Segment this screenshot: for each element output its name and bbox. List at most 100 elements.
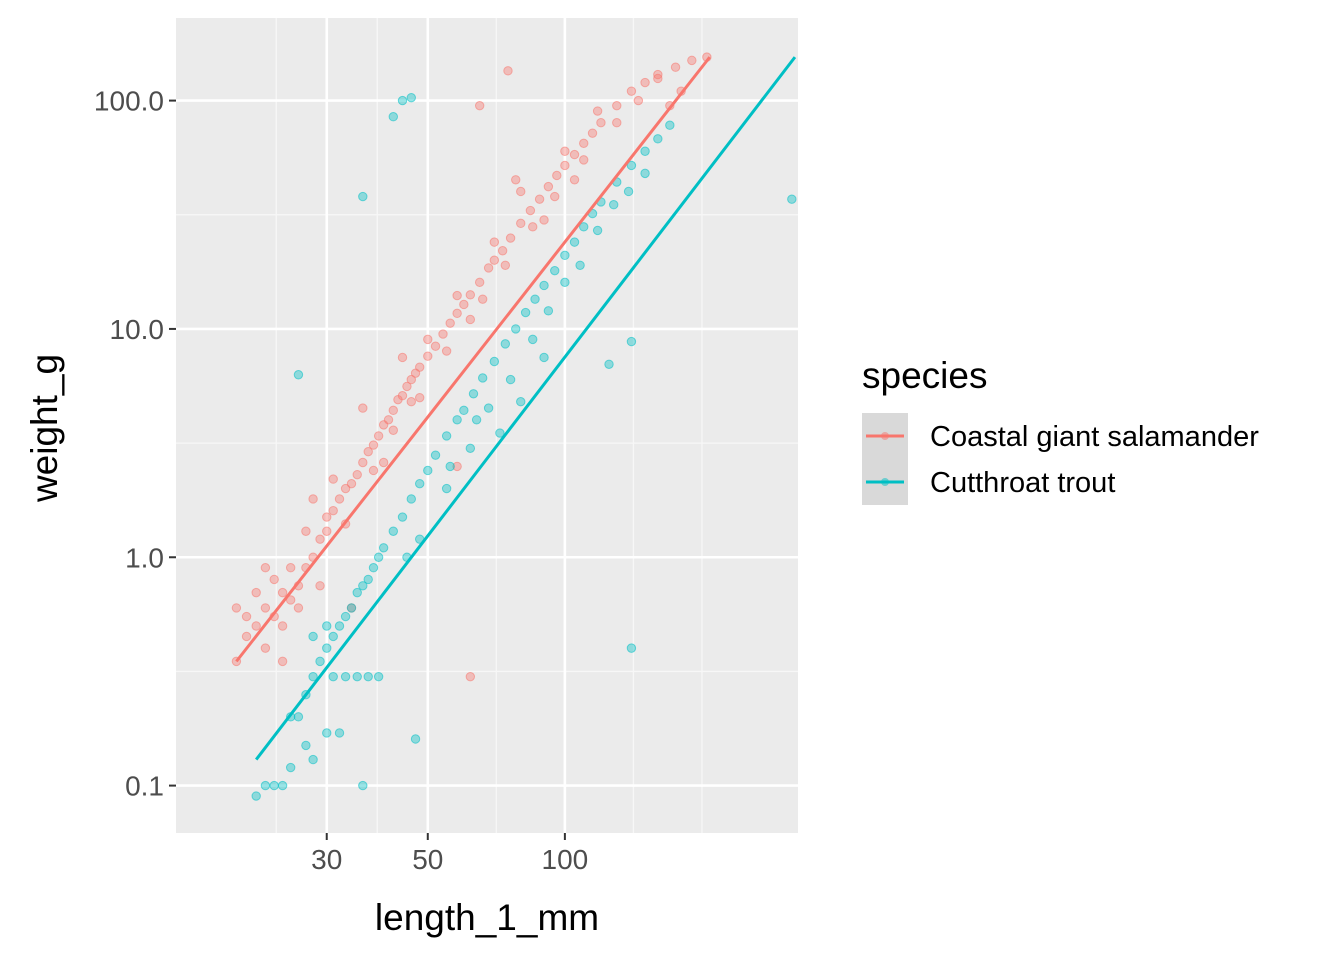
data-point [653, 73, 663, 84]
data-point [474, 100, 485, 111]
data-point [352, 469, 362, 480]
data-point [459, 405, 469, 416]
data-point [438, 329, 448, 339]
data-point [471, 415, 482, 425]
data-point [465, 443, 476, 454]
data-point [539, 215, 549, 225]
data-point [687, 55, 697, 66]
data-point [423, 351, 433, 361]
data-point [415, 478, 425, 489]
data-point [406, 397, 416, 407]
data-point [516, 186, 526, 197]
data-point [445, 461, 455, 472]
data-point [465, 290, 476, 300]
data-point [626, 336, 637, 347]
major-gridlines [176, 18, 798, 833]
data-point [293, 603, 304, 613]
data-point [640, 168, 650, 179]
data-point [441, 431, 452, 441]
data-point [534, 194, 545, 204]
data-point [569, 175, 580, 185]
data-point [539, 280, 549, 291]
data-point [587, 128, 598, 138]
axis-tick-labels: 30 50 100 0.1 1.0 10.0 100.0 [94, 86, 588, 875]
data-point [402, 381, 412, 392]
data-point [465, 314, 476, 325]
data-point [528, 222, 538, 232]
data-point [477, 294, 488, 304]
data-point [260, 643, 271, 653]
data-point [525, 205, 536, 216]
data-point [277, 780, 288, 791]
data-point [423, 465, 433, 476]
data-point [388, 405, 398, 416]
data-point [368, 563, 379, 573]
data-point [530, 294, 540, 304]
data-point [406, 92, 416, 103]
data-point [441, 346, 452, 356]
data-point [489, 356, 500, 367]
data-point [459, 299, 469, 310]
data-point [260, 603, 271, 613]
data-point [368, 440, 379, 450]
data-point [552, 170, 562, 181]
data-point [368, 465, 379, 476]
data-point [415, 362, 425, 372]
data-point [322, 643, 332, 653]
trend-line [255, 56, 797, 761]
data-point [315, 656, 325, 667]
data-point [334, 621, 345, 631]
data-point [346, 603, 357, 613]
data-point [633, 95, 644, 106]
data-point [489, 237, 500, 247]
data-point [483, 263, 494, 273]
data-point [592, 106, 603, 116]
data-point [528, 334, 538, 345]
data-point [373, 552, 384, 562]
data-point [373, 671, 384, 682]
data-points [231, 52, 797, 801]
data-point [378, 457, 389, 468]
data-point [550, 265, 560, 276]
data-point [251, 587, 261, 598]
legend-label: Cutthroat trout [930, 467, 1115, 499]
data-point [609, 199, 619, 210]
trend-line [235, 56, 711, 663]
data-point [308, 631, 318, 642]
data-point [322, 728, 332, 738]
data-point [301, 740, 311, 751]
data-point [293, 712, 304, 722]
data-point [397, 352, 408, 363]
data-point [560, 250, 570, 261]
data-point [468, 389, 479, 399]
legend: species Coastal giant salamander Cutthroa… [862, 355, 1259, 505]
data-point [383, 415, 394, 425]
data-point [452, 461, 462, 472]
data-point [596, 118, 606, 128]
data-point [665, 120, 675, 130]
data-point [293, 370, 304, 380]
data-point [322, 512, 332, 522]
data-point [388, 526, 398, 536]
data-point [579, 155, 589, 165]
data-point [452, 308, 462, 319]
y-axis-title: weight_g [24, 354, 65, 503]
data-point [516, 218, 526, 229]
data-point [328, 505, 338, 516]
data-point [441, 483, 452, 494]
data-point [352, 671, 362, 682]
data-point [579, 222, 589, 232]
x-tick-label: 50 [412, 844, 443, 875]
data-point [373, 431, 384, 441]
data-point [623, 186, 634, 197]
data-point [308, 494, 318, 504]
data-point [516, 397, 526, 407]
data-point [406, 494, 416, 504]
data-point [640, 77, 650, 88]
legend-title: species [862, 355, 987, 396]
x-tick-label: 30 [311, 844, 342, 875]
data-point [430, 450, 441, 460]
data-point [406, 374, 416, 385]
data-point [592, 225, 603, 236]
data-point [388, 112, 398, 122]
